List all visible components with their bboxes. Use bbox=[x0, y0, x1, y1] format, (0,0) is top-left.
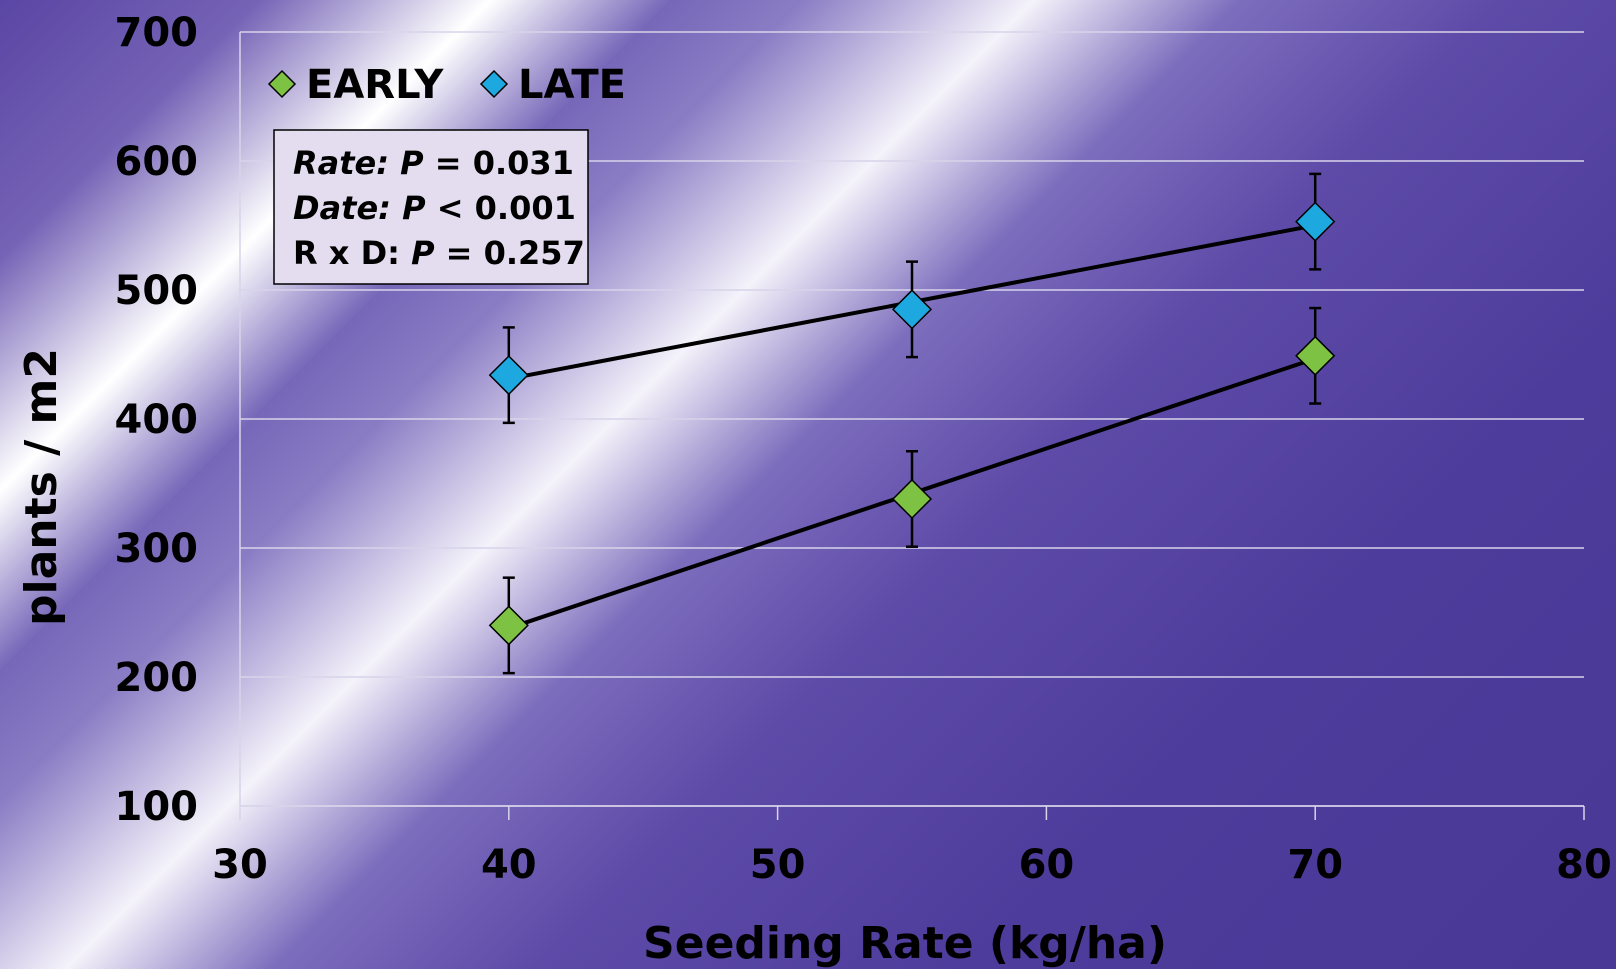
stats-box: Rate: P = 0.031 Date: P < 0.001 R x D: P =… bbox=[273, 129, 589, 285]
point-late bbox=[891, 289, 933, 330]
x-tick-label: 40 bbox=[481, 842, 537, 888]
point-late bbox=[1295, 201, 1336, 242]
data-points bbox=[488, 201, 1336, 646]
x-tick-label: 70 bbox=[1287, 842, 1343, 888]
point-early bbox=[1295, 335, 1336, 376]
y-tick-label: 500 bbox=[115, 268, 199, 314]
legend: EARLY LATE bbox=[267, 62, 626, 108]
stats-line: R x D: P = 0.257 bbox=[293, 234, 585, 272]
y-tick-label: 700 bbox=[115, 10, 199, 56]
x-tick-label: 50 bbox=[750, 842, 806, 888]
legend-label: LATE bbox=[518, 62, 626, 108]
stats-box-frame bbox=[273, 129, 589, 285]
legend-marker bbox=[267, 69, 297, 99]
legend-label: EARLY bbox=[306, 62, 444, 108]
point-early bbox=[488, 605, 529, 646]
legend-marker bbox=[479, 69, 509, 99]
y-tick-label: 200 bbox=[115, 655, 199, 701]
y-tick-label: 600 bbox=[115, 139, 199, 185]
y-axis-title: plants / m2 bbox=[16, 348, 67, 626]
y-tick-label: 300 bbox=[115, 526, 199, 572]
stats-line: Rate: P = 0.031 bbox=[293, 144, 574, 182]
point-late bbox=[488, 355, 529, 396]
stats-line: Date: P < 0.001 bbox=[293, 189, 576, 227]
y-tick-label: 100 bbox=[115, 784, 199, 830]
point-early bbox=[891, 478, 933, 520]
x-tick-label: 30 bbox=[212, 842, 268, 888]
x-tick-label: 80 bbox=[1556, 842, 1612, 888]
x-axis-title: Seeding Rate (kg/ha) bbox=[643, 918, 1167, 969]
y-tick-label: 400 bbox=[115, 397, 199, 443]
x-tick-label: 60 bbox=[1019, 842, 1075, 888]
axes: 100 200 300 400 500 600 700 30 40 50 60 70 80 bbox=[115, 10, 1612, 888]
